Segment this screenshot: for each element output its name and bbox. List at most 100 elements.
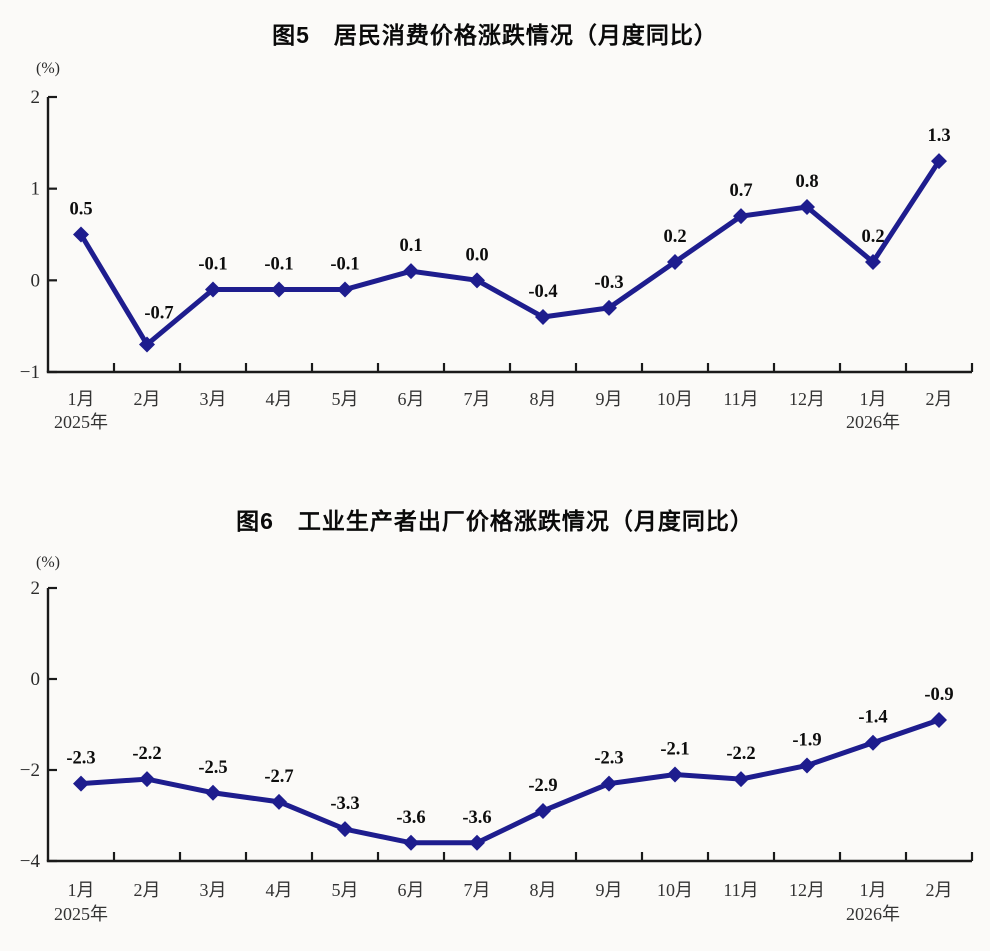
x-tick-label-month: 10月 [657, 389, 693, 409]
cpi-chart-section: 图5 居民消费价格涨跌情况（月度同比） (%) 2 1 0 −1 1月 2月 3月 4月 5月 6… [0, 0, 990, 470]
y-tick-label: −4 [20, 851, 41, 872]
x-tick-label-month: 4月 [266, 880, 293, 900]
data-point-marker [469, 834, 485, 851]
x-tick-label-month: 7月 [464, 880, 491, 900]
x-tick-label-month: 1月 [68, 880, 95, 900]
data-point-marker [733, 208, 749, 225]
data-point-marker [667, 254, 683, 270]
data-point-label: -3.3 [330, 794, 359, 814]
data-point-marker [337, 821, 353, 838]
x-tick-label-month: 4月 [266, 389, 293, 409]
x-tick-label-month: 1月 [860, 880, 887, 900]
data-point-marker [667, 766, 683, 783]
data-point-label: -2.3 [594, 749, 623, 769]
data-point-marker [535, 309, 551, 325]
x-tick-label-month: 3月 [200, 389, 227, 409]
data-point-marker [799, 199, 815, 215]
y-tick-label: 0 [31, 270, 41, 291]
ppi-chart-section: 图6 工业生产者出厂价格涨跌情况（月度同比） (%) 2 0 −2 −4 1月 2月 3月 4… [0, 480, 990, 951]
data-point-marker [733, 771, 749, 788]
data-point-marker [337, 281, 353, 298]
data-point-marker [205, 281, 221, 298]
x-tick-label-year: 2025年 [54, 412, 108, 432]
x-tick-label-month: 6月 [398, 389, 425, 409]
series-line [78, 717, 942, 846]
y-tick-label: 0 [31, 669, 41, 690]
ppi-chart-title: 图6 工业生产者出厂价格涨跌情况（月度同比） [236, 508, 754, 534]
series-line [78, 158, 942, 349]
x-tick-label-month: 9月 [596, 880, 623, 900]
data-point-marker [865, 254, 881, 270]
data-point-label: -2.5 [198, 758, 227, 778]
x-tick-label-month: 9月 [596, 389, 623, 409]
data-point-label: -2.7 [264, 767, 293, 787]
data-point-marker [73, 775, 89, 792]
data-point-label: 0.7 [729, 181, 752, 201]
y-tick-label: −2 [20, 760, 40, 781]
x-tick-label-month: 3月 [200, 880, 227, 900]
cpi-chart-plot: 2 1 0 −1 1月 2月 3月 4月 5月 6月 7月 8月 9月 10月 11月 12月 1月 2月 2025… [20, 87, 974, 432]
x-tick-label-month: 7月 [464, 389, 491, 409]
data-point-label: -0.1 [198, 255, 227, 275]
data-point-label: 0.8 [795, 172, 818, 192]
data-point-label: -0.9 [924, 685, 953, 705]
data-point-label: -3.6 [396, 808, 425, 828]
data-point-label: -3.6 [462, 808, 491, 828]
data-point-label: -0.1 [264, 255, 293, 275]
x-tick-label-month: 10月 [657, 880, 693, 900]
data-point-label: -2.2 [726, 744, 755, 764]
y-tick-label: −1 [20, 362, 40, 383]
data-point-marker [601, 775, 617, 792]
data-point-label: -0.7 [144, 304, 173, 324]
x-tick-label-month: 11月 [723, 389, 758, 409]
x-tick-label-month: 5月 [332, 389, 359, 409]
data-point-marker [271, 281, 287, 298]
data-point-marker [931, 153, 947, 170]
data-point-label: 0.2 [861, 227, 884, 247]
y-tick-label: 2 [31, 578, 41, 599]
data-point-marker [205, 784, 221, 801]
data-point-label: 0.1 [399, 236, 422, 256]
x-tick-label-month: 8月 [530, 880, 557, 900]
y-tick-label: 1 [31, 179, 41, 200]
data-point-label: -0.3 [594, 273, 623, 293]
data-point-marker [931, 711, 947, 728]
x-tick-label-year: 2026年 [846, 904, 900, 924]
x-tick-label-month: 1月 [68, 389, 95, 409]
data-point-label: -0.1 [330, 255, 359, 275]
x-tick-label-month: 2月 [926, 880, 953, 900]
data-point-label: -2.1 [660, 740, 689, 760]
data-point-marker [271, 793, 287, 810]
x-tick-label-month: 1月 [860, 389, 887, 409]
data-point-marker [73, 226, 89, 243]
data-point-label: 1.3 [927, 126, 950, 146]
x-tick-label-year: 2025年 [54, 904, 108, 924]
x-tick-label-month: 5月 [332, 880, 359, 900]
x-tick-label-month: 8月 [530, 389, 557, 409]
data-point-label: -1.9 [792, 730, 821, 750]
ppi-chart-plot: 2 0 −2 −4 1月 2月 3月 4月 5月 6月 7月 8月 9月 10月 11月 12月 1月 2月 202… [20, 578, 974, 924]
data-point-label: 0.2 [663, 227, 686, 247]
data-point-label: -1.4 [858, 708, 887, 728]
data-point-label: 0.5 [69, 200, 92, 220]
data-point-marker [139, 771, 155, 788]
x-tick-label-month: 2月 [926, 389, 953, 409]
x-tick-label-month: 2月 [134, 880, 161, 900]
x-tick-label-month: 12月 [789, 880, 825, 900]
data-point-marker [865, 734, 881, 751]
data-point-label: -2.9 [528, 776, 557, 796]
data-point-label: -2.3 [66, 749, 95, 769]
x-tick-label-month: 11月 [723, 880, 758, 900]
data-point-marker [535, 802, 551, 819]
data-point-marker [403, 263, 419, 280]
data-point-marker [601, 299, 617, 316]
x-tick-label-month: 12月 [789, 389, 825, 409]
data-point-marker [469, 272, 485, 289]
data-point-marker [139, 336, 155, 353]
data-point-label: 0.0 [465, 245, 488, 265]
x-tick-label-month: 2月 [134, 389, 161, 409]
data-point-marker [799, 757, 815, 774]
data-point-marker [403, 834, 419, 851]
data-point-label: -0.4 [528, 282, 557, 302]
